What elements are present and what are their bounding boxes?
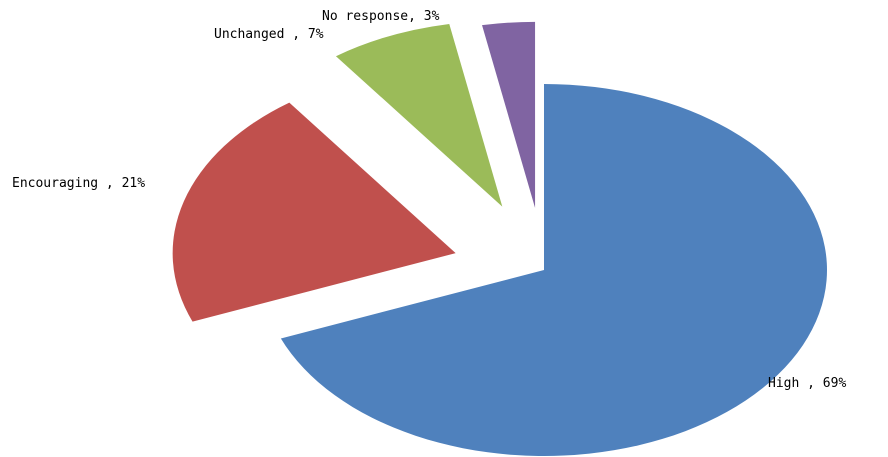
pie-slices — [172, 21, 828, 456]
data-label-high: High , 69% — [768, 376, 846, 391]
data-label-no-response: No response, 3% — [322, 9, 440, 24]
pie-labels: High , 69% Encouraging , 21% Unchanged ,… — [12, 9, 846, 391]
pie-slice-high — [280, 84, 828, 456]
data-label-encouraging: Encouraging , 21% — [12, 176, 145, 191]
pie-slice-no-response — [482, 21, 536, 208]
data-label-unchanged: Unchanged , 7% — [214, 27, 324, 42]
pie-slice-encouraging — [172, 102, 456, 322]
pie-slice-unchanged — [335, 23, 503, 207]
